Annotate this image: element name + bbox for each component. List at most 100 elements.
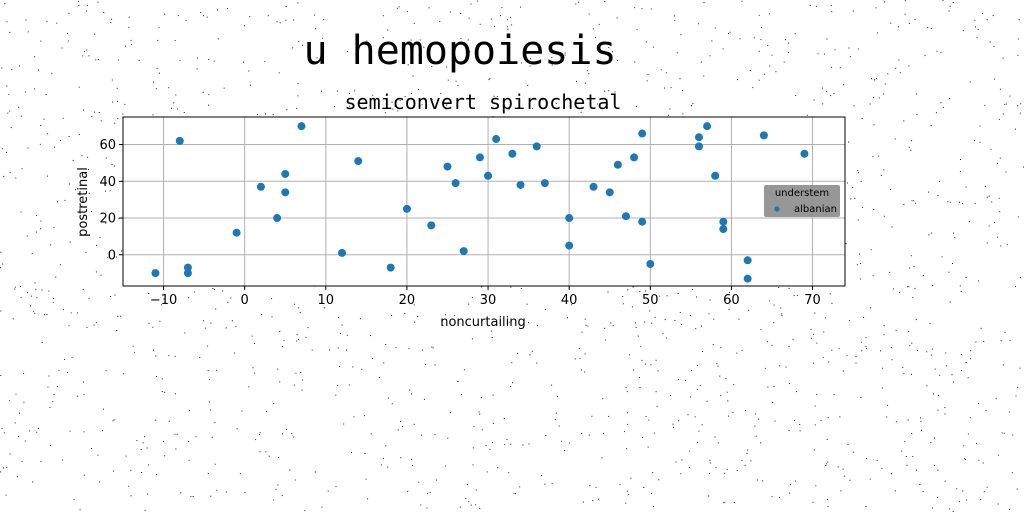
noise-dot: [696, 388, 698, 390]
noise-dot: [411, 393, 412, 395]
noise-dot: [520, 62, 522, 64]
noise-dot: [1015, 395, 1017, 397]
noise-dot: [277, 484, 279, 486]
noise-dot: [904, 13, 906, 15]
noise-dot: [93, 324, 95, 326]
noise-dot: [601, 457, 603, 459]
noise-dot: [195, 436, 197, 438]
noise-dot: [1019, 367, 1021, 369]
noise-dot: [14, 288, 16, 290]
noise-dot: [53, 298, 55, 299]
noise-dot: [691, 288, 693, 290]
noise-dot: [741, 349, 743, 351]
noise-dot: [945, 365, 947, 367]
noise-dot: [267, 15, 269, 17]
noise-dot: [926, 385, 928, 387]
noise-dot: [20, 115, 22, 117]
noise-dot: [917, 350, 919, 351]
noise-dot: [163, 298, 165, 300]
noise-dot: [612, 325, 614, 327]
noise-dot: [910, 255, 912, 257]
noise-dot: [70, 312, 72, 314]
noise-dot: [387, 397, 389, 399]
noise-dot: [112, 101, 114, 103]
noise-dot: [965, 276, 967, 278]
noise-dot: [700, 61, 702, 63]
data-point: [694, 133, 703, 142]
data-point: [703, 122, 712, 131]
noise-dot: [915, 93, 917, 95]
noise-dot: [826, 91, 827, 93]
noise-dot: [660, 69, 662, 71]
noise-dot: [23, 373, 25, 375]
noise-dot: [510, 286, 512, 288]
noise-dot: [155, 355, 157, 357]
noise-dot: [634, 61, 636, 63]
noise-dot: [118, 59, 119, 61]
noise-dot: [279, 331, 281, 332]
noise-dot: [136, 440, 138, 442]
noise-dot: [769, 65, 771, 67]
noise-dot: [908, 22, 910, 24]
noise-dot: [111, 79, 113, 81]
noise-dot: [668, 114, 669, 116]
noise-dot: [891, 226, 893, 228]
noise-dot: [752, 87, 754, 89]
noise-dot: [773, 304, 775, 306]
noise-dot: [490, 18, 492, 20]
noise-dot: [273, 403, 275, 405]
noise-dot: [335, 485, 337, 487]
noise-dot: [417, 316, 419, 318]
noise-dot: [991, 201, 993, 203]
noise-dot: [346, 349, 348, 351]
noise-dot: [174, 355, 176, 357]
noise-dot: [412, 75, 414, 77]
noise-dot: [278, 72, 280, 74]
noise-dot: [83, 51, 85, 53]
noise-dot: [214, 463, 216, 465]
noise-dot: [839, 416, 841, 418]
data-point: [605, 188, 614, 197]
noise-dot: [611, 51, 613, 53]
noise-dot: [2, 148, 4, 150]
data-point: [338, 248, 347, 257]
noise-dot: [876, 77, 878, 79]
noise-dot: [642, 437, 644, 438]
noise-dot: [714, 436, 716, 438]
noise-dot: [1009, 509, 1011, 510]
noise-dot: [956, 488, 958, 490]
noise-dot: [928, 191, 930, 193]
noise-dot: [385, 344, 387, 345]
noise-dot: [17, 436, 19, 438]
noise-dot: [382, 15, 384, 17]
noise-dot: [349, 105, 351, 107]
noise-dot: [141, 472, 143, 473]
noise-dot: [978, 402, 980, 404]
noise-dot: [883, 325, 885, 327]
noise-dot: [702, 351, 704, 352]
noise-dot: [891, 359, 893, 361]
data-point: [540, 179, 549, 188]
noise-dot: [33, 310, 35, 312]
noise-dot: [192, 496, 194, 497]
noise-dot: [860, 341, 862, 343]
noise-dot: [431, 66, 433, 67]
noise-dot: [555, 103, 557, 104]
plot-frame: [122, 116, 846, 287]
noise-dot: [279, 22, 281, 24]
noise-dot: [68, 12, 70, 14]
noise-dot: [724, 472, 726, 474]
noise-dot: [878, 155, 880, 157]
noise-dot: [863, 317, 865, 318]
noise-dot: [591, 415, 593, 417]
noise-dot: [91, 211, 92, 212]
noise-dot: [47, 386, 49, 388]
noise-dot: [897, 26, 899, 28]
noise-dot: [692, 102, 694, 104]
noise-dot: [785, 39, 786, 41]
noise-dot: [741, 459, 743, 461]
x-tick-label: −10: [150, 293, 177, 308]
noise-dot: [862, 206, 864, 208]
noise-dot: [641, 8, 643, 10]
noise-dot: [174, 393, 176, 395]
